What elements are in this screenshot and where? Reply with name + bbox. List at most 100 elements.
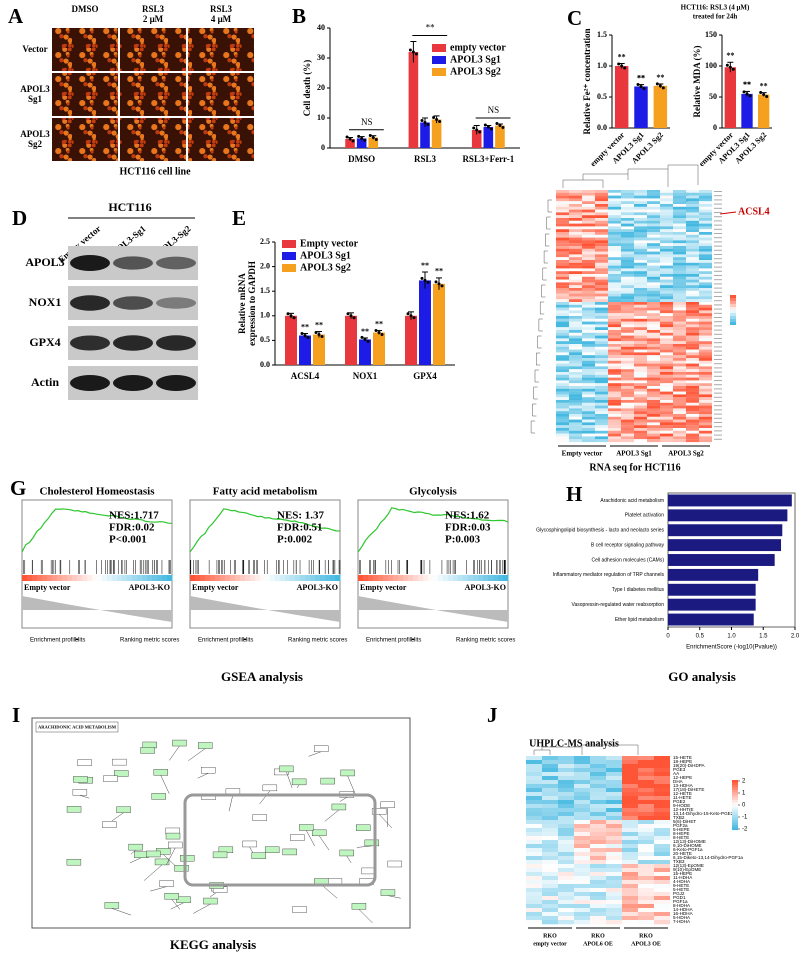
heat-cell	[582, 204, 595, 207]
row-label: 5(6)-DiHET	[673, 819, 696, 824]
gsea-stat: NES: 1.37	[277, 510, 325, 522]
row-tick	[714, 249, 722, 251]
heat-cell	[608, 265, 621, 269]
dot	[731, 67, 735, 71]
heat-cell	[542, 788, 558, 793]
heat-cell	[686, 232, 699, 235]
kegg-node	[203, 897, 218, 905]
heat-cell	[638, 836, 654, 841]
heat-cell	[647, 391, 660, 395]
heat-cell	[660, 436, 673, 440]
heat-cell	[569, 416, 582, 420]
kegg-node	[114, 770, 129, 777]
heat-cell	[558, 832, 574, 837]
heat-cell	[606, 904, 622, 909]
heat-cell	[590, 912, 606, 917]
heat-cell	[660, 285, 673, 289]
rank-bar	[270, 575, 276, 581]
gsea-right: APOL3-KO	[129, 583, 170, 592]
dendrogram	[536, 352, 541, 366]
row-tick	[714, 203, 722, 205]
heat-cell	[686, 327, 699, 331]
heat-cell	[595, 190, 608, 193]
heat-cell	[647, 416, 660, 420]
heat-cell	[595, 288, 608, 291]
heat-cell	[647, 198, 660, 202]
heat-cell	[574, 808, 590, 813]
heat-cell	[634, 411, 647, 415]
heat-cell	[673, 369, 686, 373]
dot	[289, 314, 293, 318]
heat-cell	[699, 408, 712, 412]
heat-cell	[660, 414, 673, 417]
heat-cell	[556, 391, 569, 395]
heat-cell	[660, 402, 673, 406]
scale-cell	[730, 313, 736, 316]
heat-cell	[608, 206, 621, 210]
rank-bar	[368, 575, 374, 581]
heat-cell	[621, 383, 634, 387]
heat-cell	[699, 349, 712, 353]
heat-cell	[673, 358, 686, 361]
heat-cell	[621, 237, 634, 241]
heat-cell	[569, 341, 582, 345]
heat-cell	[606, 824, 622, 829]
heat-cell	[638, 908, 654, 913]
heat-cell	[654, 888, 670, 893]
row-tick	[714, 321, 722, 323]
heat-cell	[595, 262, 608, 266]
heat-cell	[595, 198, 608, 202]
enrichment-curve	[21, 508, 173, 553]
heat-cell	[608, 335, 621, 339]
heat-cell	[556, 240, 569, 244]
heat-cell	[574, 868, 590, 873]
heat-cell	[699, 204, 712, 207]
heat-cell	[606, 816, 622, 821]
heat-cell	[634, 388, 647, 392]
caption: HCT116 cell line	[119, 166, 191, 177]
heat-cell	[699, 419, 712, 423]
heat-cell	[608, 215, 621, 219]
heat-cell	[638, 904, 654, 909]
kegg-pathway	[183, 793, 377, 887]
y-tick-label: 0.5	[260, 335, 270, 344]
column-label: 2 μM	[143, 14, 164, 24]
kegg-edge	[197, 773, 209, 779]
heat-cell	[608, 366, 621, 370]
heat-cell	[634, 195, 647, 199]
heat-cell	[660, 206, 673, 210]
heat-cell	[558, 804, 574, 809]
heat-cell	[638, 912, 654, 917]
x-tick-label: 2.0	[791, 634, 800, 640]
heat-cell	[647, 402, 660, 406]
heat-cell	[621, 204, 634, 207]
group-label: APOL6 OE	[583, 941, 613, 947]
heat-cell	[582, 360, 595, 364]
heat-cell	[634, 416, 647, 420]
heat-cell	[542, 916, 558, 921]
heat-cell	[673, 220, 686, 224]
heat-cell	[621, 391, 634, 395]
rank-bar	[418, 575, 424, 581]
scale-cell	[732, 787, 738, 791]
heat-cell	[638, 896, 654, 901]
heat-cell	[569, 383, 582, 387]
heat-cell	[621, 352, 634, 356]
heat-cell	[526, 912, 542, 917]
heat-cell	[542, 776, 558, 781]
row-tick	[714, 346, 722, 348]
heat-cell	[556, 372, 569, 375]
heat-cell	[621, 274, 634, 277]
heat-cell	[542, 884, 558, 889]
heat-cell	[621, 411, 634, 415]
bar	[405, 315, 417, 365]
micrograph	[52, 118, 118, 161]
heat-cell	[608, 276, 621, 280]
heat-cell	[673, 223, 686, 227]
heat-cell	[582, 254, 595, 258]
heat-cell	[638, 804, 654, 809]
row-label: 14-HDHA	[673, 907, 694, 912]
heat-cell	[556, 232, 569, 235]
kegg-edge	[79, 795, 90, 799]
heat-cell	[558, 880, 574, 885]
